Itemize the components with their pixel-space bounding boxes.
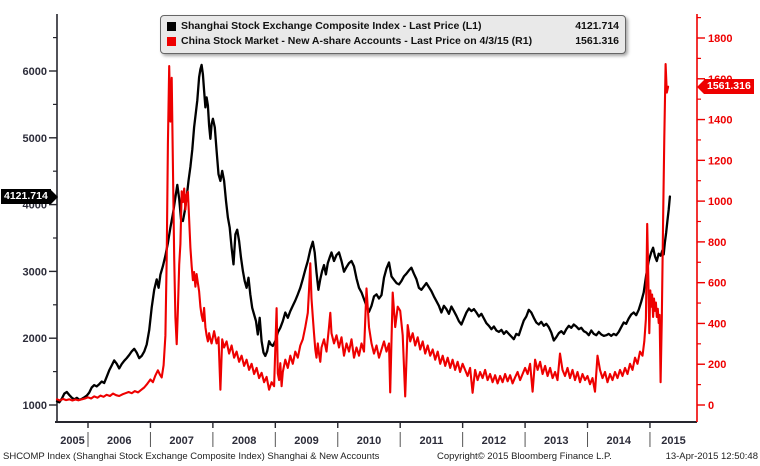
right-badge-pointer-icon	[697, 79, 704, 94]
year-label: 2015	[661, 435, 685, 447]
right-axis-tick-label: 200	[708, 359, 726, 371]
status-bar: SHCOMP Index (Shanghai Stock Exchange Co…	[0, 449, 760, 466]
year-label: 2005	[60, 435, 84, 447]
year-label: 2009	[294, 435, 318, 447]
right-axis-tick-label: 1400	[708, 115, 732, 127]
left-axis-tick-label: 6000	[23, 66, 47, 78]
accounts-legend-label: China Stock Market - New A-share Account…	[181, 35, 533, 47]
year-label: 2007	[169, 435, 193, 447]
footer-security-description: SHCOMP Index (Shanghai Stock Exchange Co…	[3, 451, 380, 462]
left-axis-last-price-badge: 4121.714	[1, 189, 58, 204]
footer-timestamp: 13-Apr-2015 12:50:48	[665, 451, 758, 462]
shcomp-legend-value: 4121.714	[575, 20, 619, 32]
right-axis-tick-label: 1200	[708, 155, 732, 167]
left-axis-tick-label: 1000	[23, 400, 47, 412]
right-badge-value: 1561.316	[704, 79, 754, 94]
chart-plot-area: 6000500040003000200010001800160014001200…	[23, 14, 732, 447]
left-axis-tick-label: 2000	[23, 333, 47, 345]
new-a-share-accounts-line	[55, 63, 670, 402]
year-label: 2011	[419, 435, 443, 447]
legend-row-accounts: China Stock Market - New A-share Account…	[167, 34, 619, 49]
accounts-series-swatch-icon	[167, 37, 176, 46]
right-axis-tick-label: 800	[708, 237, 726, 249]
right-axis-tick-label: 0	[708, 400, 714, 412]
left-axis-tick-label: 3000	[23, 266, 47, 278]
year-label: 2012	[482, 435, 506, 447]
right-axis-tick-label: 1000	[708, 196, 732, 208]
chart-legend: Shanghai Stock Exchange Composite Index …	[160, 15, 626, 54]
year-label: 2008	[232, 435, 256, 447]
left-badge-pointer-icon	[50, 189, 58, 204]
right-axis-tick-label: 1800	[708, 33, 732, 45]
left-badge-value: 4121.714	[1, 189, 51, 204]
year-label: 2010	[357, 435, 381, 447]
footer-copyright: Copyright© 2015 Bloomberg Finance L.P.	[437, 451, 612, 462]
legend-row-shcomp: Shanghai Stock Exchange Composite Index …	[167, 19, 619, 34]
right-axis-last-price-badge: 1561.316	[697, 79, 754, 94]
shcomp-legend-label: Shanghai Stock Exchange Composite Index …	[181, 20, 482, 32]
right-axis-tick-label: 400	[708, 318, 726, 330]
shcomp-series-swatch-icon	[167, 22, 176, 31]
year-label: 2013	[544, 435, 568, 447]
right-axis-tick-label: 600	[708, 278, 726, 290]
left-axis-tick-label: 5000	[23, 133, 47, 145]
year-label: 2014	[606, 435, 631, 447]
accounts-legend-value: 1561.316	[575, 35, 619, 47]
year-label: 2006	[107, 435, 131, 447]
